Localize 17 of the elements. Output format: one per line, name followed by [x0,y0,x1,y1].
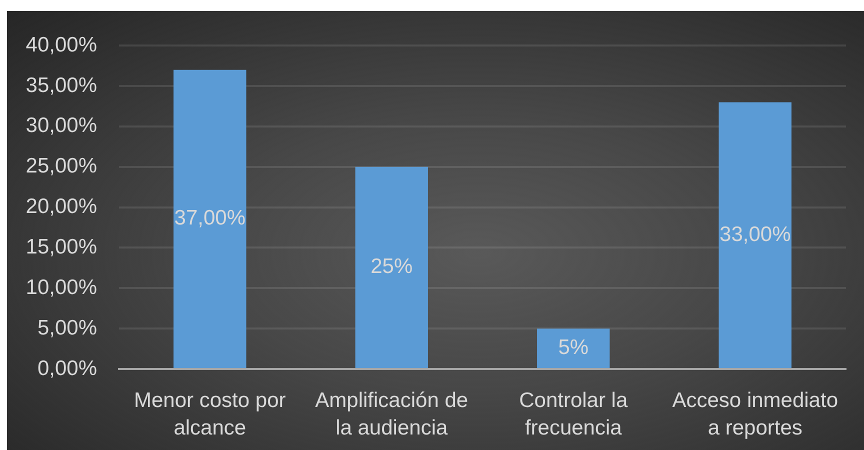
y-tick-label: 0,00% [37,356,97,380]
y-tick-label: 35,00% [26,74,97,97]
data-label: 25% [370,255,413,278]
x-tick-label: Controlar la frecuencia [519,388,628,440]
y-tick-label: 10,00% [26,276,97,299]
x-tick-label: Amplificación de la audiencia [315,388,468,440]
y-tick-label: 15,00% [26,236,97,259]
data-label: 5% [558,336,589,360]
y-tick-label: 20,00% [26,195,97,218]
data-label: 37,00% [174,206,246,230]
x-tick-label: Menor costo por alcance [134,388,286,440]
y-tick-label: 40,00% [26,33,97,56]
x-tick-label: Acceso inmediato a reportes [672,388,838,440]
y-tick-label: 25,00% [26,154,97,178]
y-tick-label: 5,00% [37,316,97,340]
data-label: 33,00% [720,222,791,246]
y-tick-label: 30,00% [26,114,97,138]
